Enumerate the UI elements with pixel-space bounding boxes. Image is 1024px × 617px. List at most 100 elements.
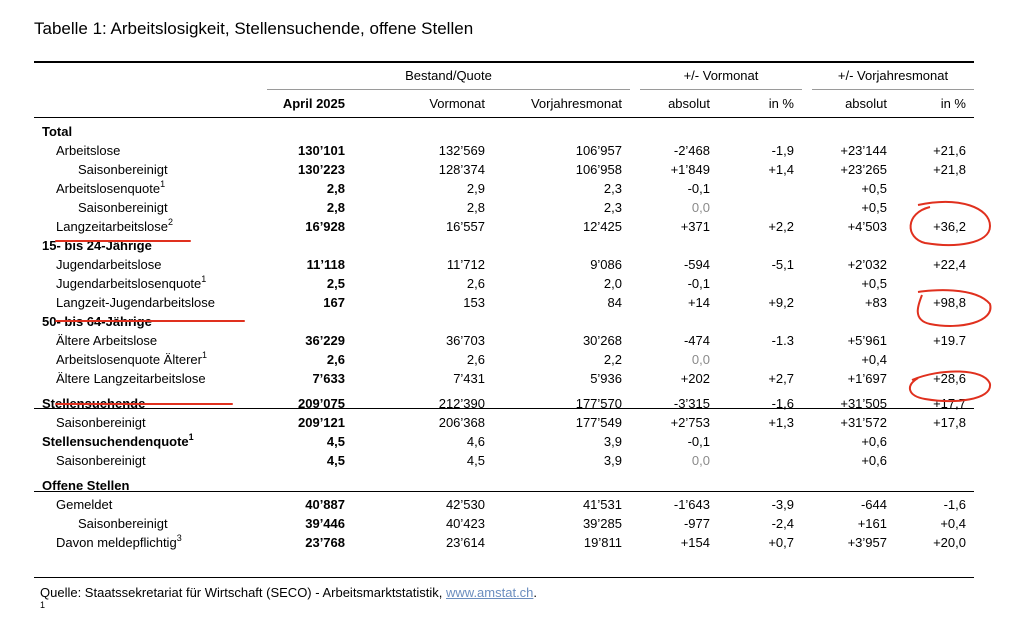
table-cell-d2: +0,6 bbox=[861, 434, 887, 449]
table-cell-pm: 2,6 bbox=[466, 352, 485, 367]
header-rule-stock bbox=[267, 89, 630, 90]
table-cell-p2: +21,6 bbox=[933, 143, 966, 158]
table-cell-py: 177’570 bbox=[575, 396, 622, 411]
footnote-ref: 1 bbox=[188, 431, 194, 442]
table-cell-d1: -977 bbox=[683, 516, 710, 531]
header-group-prev-year: +/- Vorjahresmonat bbox=[837, 68, 949, 83]
table-cell-cur: 39’446 bbox=[305, 516, 345, 531]
table-cell-cur: 167 bbox=[323, 295, 345, 310]
table-cell-p1: +9,2 bbox=[768, 295, 794, 310]
table-cell-pm: 16’557 bbox=[445, 219, 485, 234]
table-cell-cur: 7’633 bbox=[312, 371, 345, 386]
header-group-stock: Bestand/Quote bbox=[405, 68, 492, 83]
table-cell-p1: -1,9 bbox=[771, 143, 794, 158]
table-cell-d1: +2’753 bbox=[670, 415, 710, 430]
table-cell-p2: +20,0 bbox=[933, 535, 966, 550]
table-cell-pm: 42’530 bbox=[445, 497, 485, 512]
table-cell-d2: +0,5 bbox=[861, 181, 887, 196]
footnote-ref: 1 bbox=[201, 349, 207, 360]
table-cell-d2: +31’572 bbox=[840, 415, 887, 430]
table-cell-d2: +0,4 bbox=[861, 352, 887, 367]
table-cell-py: 2,3 bbox=[603, 181, 622, 196]
table-cell-d2: -644 bbox=[860, 497, 887, 512]
table-cell-py: 2,0 bbox=[603, 276, 622, 291]
separator-rule bbox=[34, 491, 974, 492]
table-cell-p2: -1,6 bbox=[943, 497, 966, 512]
row-label: Langzeitarbeitslose2 bbox=[56, 216, 174, 235]
table-cell-py: 19’811 bbox=[583, 535, 622, 550]
table-cell-d1: +1’849 bbox=[670, 162, 710, 177]
row-label-text: Arbeitslosenquote bbox=[56, 181, 161, 196]
table-cell-pm: 11’712 bbox=[446, 257, 485, 272]
table-cell-cur: 2,8 bbox=[326, 181, 345, 196]
table-cell-d1: -474 bbox=[683, 333, 710, 348]
annotation-circle bbox=[909, 201, 992, 246]
table-cell-pm: 153 bbox=[463, 295, 485, 310]
header-bottom-rule bbox=[34, 117, 974, 118]
row-label-text: Ältere Arbeitslose bbox=[56, 333, 158, 348]
table-cell-py: 106’958 bbox=[575, 162, 622, 177]
table-cell-py: 84 bbox=[607, 295, 622, 310]
table-cell-cur: 130’223 bbox=[298, 162, 345, 177]
row-label: Gemeldet bbox=[56, 497, 112, 513]
header-rule-month bbox=[640, 89, 802, 90]
row-label-text: Arbeitslose bbox=[56, 143, 121, 158]
header-abs-year: absolut bbox=[845, 96, 887, 111]
top-rule bbox=[34, 61, 974, 63]
table-cell-py: 3,9 bbox=[603, 453, 622, 468]
table-cell-p1: -5,1 bbox=[771, 257, 794, 272]
table-cell-p1: -1,6 bbox=[771, 396, 794, 411]
source-link[interactable]: www.amstat.ch bbox=[446, 585, 534, 600]
table-cell-p1: -2,4 bbox=[771, 516, 794, 531]
table-cell-pm: 212’390 bbox=[438, 396, 485, 411]
row-label-text: Stellensuchendenquote bbox=[42, 434, 189, 449]
table-cell-d2: +2’032 bbox=[847, 257, 887, 272]
table-cell-p2: +36,2 bbox=[933, 219, 966, 234]
row-label: Jugendarbeitslosenquote1 bbox=[56, 274, 206, 292]
table-cell-d2: +1’697 bbox=[847, 371, 887, 386]
table-cell-d2: +161 bbox=[857, 516, 887, 531]
table-cell-pm: 132’569 bbox=[438, 143, 485, 158]
table-cell-d2: +4’503 bbox=[847, 219, 887, 234]
row-label: Ältere Langzeitarbeitslose bbox=[56, 371, 206, 387]
row-label: Arbeitslosenquote1 bbox=[56, 179, 165, 197]
table-cell-pm: 2,9 bbox=[466, 181, 485, 196]
row-label-text: Jugendarbeitslose bbox=[56, 257, 162, 272]
footnote-ref: 2 bbox=[168, 216, 174, 227]
annotation-underline bbox=[55, 320, 245, 322]
footnote-marker: 1 bbox=[40, 600, 46, 610]
header-prev-year-month: Vorjahresmonat bbox=[530, 96, 622, 111]
row-label-text: Langzeitarbeitslose bbox=[56, 219, 169, 234]
header-pct-month: in % bbox=[768, 96, 794, 111]
row-label-text: Jugendarbeitslosenquote bbox=[56, 276, 202, 291]
row-label: Saisonbereinigt bbox=[78, 516, 168, 532]
table-cell-p2: +0,4 bbox=[940, 516, 966, 531]
table-bottom-rule bbox=[34, 577, 974, 578]
row-label: Davon meldepflichtig3 bbox=[56, 533, 182, 551]
table-cell-py: 5’936 bbox=[590, 371, 622, 386]
table-cell-py: 30’268 bbox=[582, 333, 622, 348]
table-cell-cur: 4,5 bbox=[326, 453, 345, 468]
table-cell-pm: 4,6 bbox=[466, 434, 485, 449]
table-cell-p2: +28,6 bbox=[933, 371, 966, 386]
table-cell-p1: +2,7 bbox=[768, 371, 794, 386]
table-title: Tabelle 1: Arbeitslosigkeit, Stellensuch… bbox=[34, 19, 474, 38]
table-cell-d1: -3’315 bbox=[673, 396, 710, 411]
table-cell-p2: +22,4 bbox=[933, 257, 966, 272]
table-cell-pm: 128’374 bbox=[438, 162, 485, 177]
table-cell-pm: 7’431 bbox=[453, 371, 485, 386]
table-cell-d2: +23’265 bbox=[840, 162, 887, 177]
table-cell-py: 39’285 bbox=[582, 516, 622, 531]
table-cell-cur: 4,5 bbox=[326, 434, 345, 449]
table-cell-p1: -3,9 bbox=[771, 497, 794, 512]
table-cell-d1: -0,1 bbox=[687, 181, 710, 196]
row-label: Saisonbereinigt bbox=[78, 200, 168, 216]
row-label: Ältere Arbeitslose bbox=[56, 333, 157, 349]
table-cell-p2: +17,8 bbox=[933, 415, 966, 430]
row-label-text: Saisonbereinigt bbox=[78, 200, 168, 215]
table-cell-pm: 2,6 bbox=[466, 276, 485, 291]
table-cell-py: 2,3 bbox=[603, 200, 622, 215]
header-rule-year bbox=[812, 89, 974, 90]
table-cell-pm: 4,5 bbox=[466, 453, 485, 468]
